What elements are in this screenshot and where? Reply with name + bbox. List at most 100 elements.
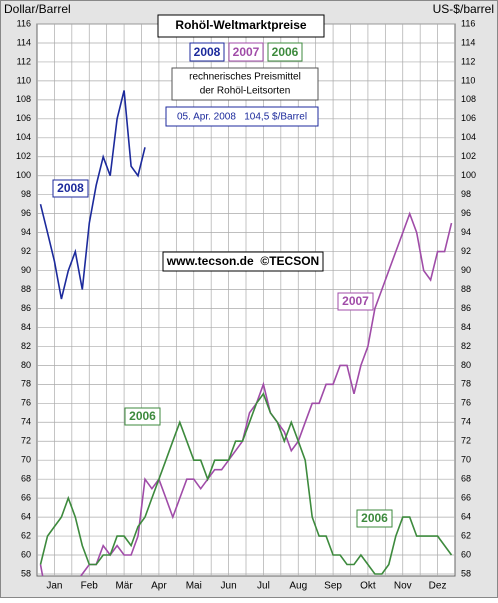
y-tick-label: 70 <box>21 455 31 465</box>
x-tick-label: Sep <box>324 581 342 592</box>
x-tick-label: Jul <box>257 581 270 592</box>
y2-tick-label: 84 <box>461 322 471 332</box>
series-line <box>39 211 453 576</box>
y-tick-label: 80 <box>21 360 31 370</box>
y2-tick-label: 82 <box>461 341 471 351</box>
y-tick-label: 106 <box>16 113 31 123</box>
y-tick-label: 108 <box>16 94 31 104</box>
series-label: 2006 <box>361 511 388 525</box>
series-line <box>39 392 453 575</box>
x-tick-label: Apr <box>151 581 167 592</box>
y-tick-label: 104 <box>16 132 31 142</box>
y-tick-label: 110 <box>17 75 31 85</box>
y2-tick-label: 92 <box>461 246 471 256</box>
y2-tick-label: 100 <box>461 170 476 180</box>
y2-tick-label: 96 <box>461 208 471 218</box>
note-box <box>165 106 319 127</box>
y-tick-label: 62 <box>21 530 31 540</box>
series-label-box <box>337 292 374 311</box>
y2-tick-label: 112 <box>461 56 475 66</box>
legend-box <box>189 42 225 62</box>
y2-tick-label: 86 <box>461 303 471 313</box>
y2-tick-label: 104 <box>461 132 476 142</box>
subtitle: rechnerisches Preismittel <box>189 72 301 83</box>
legend-label: 2007 <box>233 45 260 59</box>
y-tick-label: 98 <box>21 189 31 199</box>
y-axis-label: Dollar/Barrel <box>4 2 71 16</box>
series-label: 2007 <box>342 294 369 308</box>
y2-tick-label: 78 <box>461 379 471 389</box>
y-tick-label: 58 <box>21 568 31 578</box>
y2-tick-label: 80 <box>461 360 471 370</box>
y2-tick-label: 68 <box>461 474 471 484</box>
y2-tick-label: 98 <box>461 189 471 199</box>
subtitle-box <box>171 67 319 101</box>
x-tick-label: Mär <box>115 581 133 592</box>
series-label-box <box>124 407 161 426</box>
x-tick-label: Dez <box>429 581 447 592</box>
y2-tick-label: 66 <box>461 493 471 503</box>
y2-tick-label: 70 <box>461 455 471 465</box>
title-box <box>157 14 325 38</box>
legend-label: 2008 <box>194 45 221 59</box>
series-label: 2008 <box>57 181 84 195</box>
y-tick-label: 78 <box>21 379 31 389</box>
y-tick-label: 82 <box>21 341 31 351</box>
y2-tick-label: 108 <box>461 94 476 104</box>
y-tick-label: 84 <box>21 322 31 332</box>
y-tick-label: 76 <box>21 398 31 408</box>
legend-box <box>228 42 264 62</box>
x-tick-label: Mai <box>186 581 202 592</box>
legend-label: 2006 <box>272 45 299 59</box>
y2-tick-label: 116 <box>461 18 475 28</box>
y2-tick-label: 90 <box>461 265 471 275</box>
y2-tick-label: 76 <box>461 398 471 408</box>
y2-tick-label: 74 <box>461 417 471 427</box>
series-label-box <box>52 179 89 198</box>
source-box <box>162 251 324 272</box>
y2-tick-label: 94 <box>461 227 471 237</box>
y-tick-label: 86 <box>21 303 31 313</box>
y-tick-label: 114 <box>17 37 31 47</box>
y-tick-label: 72 <box>21 436 31 446</box>
y-tick-label: 92 <box>21 246 31 256</box>
x-tick-label: Okt <box>360 581 376 592</box>
y2-tick-label: 102 <box>461 151 476 161</box>
subtitle: der Rohöl-Leitsorten <box>200 86 291 97</box>
y2-tick-label: 114 <box>461 37 475 47</box>
y-tick-label: 112 <box>17 56 31 66</box>
note: 05. Apr. 2008 104,5 $/Barrel <box>177 112 307 123</box>
series-line <box>39 90 146 300</box>
x-tick-label: Jan <box>46 581 62 592</box>
y2-tick-label: 88 <box>461 284 471 294</box>
y-tick-label: 90 <box>21 265 31 275</box>
y2-tick-label: 106 <box>461 113 476 123</box>
x-tick-label: Aug <box>289 581 307 592</box>
y2-tick-label: 58 <box>461 568 471 578</box>
series-label-box <box>356 509 393 528</box>
y-tick-label: 102 <box>16 151 31 161</box>
y2-tick-label: 72 <box>461 436 471 446</box>
y-tick-label: 66 <box>21 493 31 503</box>
y-tick-label: 68 <box>21 474 31 484</box>
lines <box>39 90 453 576</box>
y-tick-label: 60 <box>21 549 31 559</box>
y-tick-label: 100 <box>16 170 31 180</box>
y-tick-label: 64 <box>21 511 31 521</box>
y2-tick-label: 62 <box>461 530 471 540</box>
series-label: 2006 <box>129 409 156 423</box>
source: www.tecson.de ©TECSON <box>166 254 319 268</box>
y-tick-label: 74 <box>21 417 31 427</box>
y2-tick-label: 110 <box>461 75 475 85</box>
y-tick-label: 94 <box>21 227 31 237</box>
x-tick-label: Feb <box>81 581 99 592</box>
x-tick-label: Jun <box>221 581 237 592</box>
y-tick-label: 116 <box>17 18 31 28</box>
x-tick-label: Nov <box>394 581 412 592</box>
legend-box <box>267 42 303 62</box>
y-tick-label: 96 <box>21 208 31 218</box>
y2-axis-label: US-$/barrel <box>433 2 494 16</box>
chart-title: Rohöl-Weltmarktpreise <box>175 18 306 32</box>
y-tick-label: 88 <box>21 284 31 294</box>
